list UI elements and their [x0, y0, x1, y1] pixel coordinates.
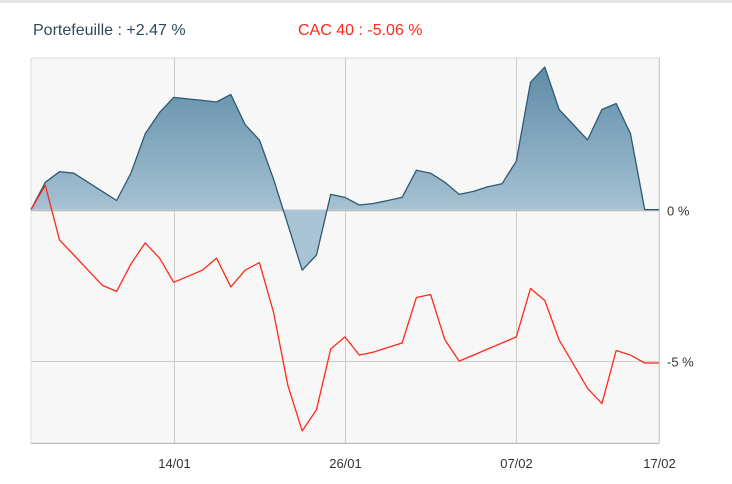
legend-benchmark-separator: :: [354, 22, 368, 39]
portfolio-area-positive: [31, 67, 645, 210]
x-tick-label: 07/02: [500, 456, 533, 471]
legend-benchmark-label: CAC 40: [298, 22, 355, 39]
legend-portfolio: Portefeuille : +2.47 %: [33, 22, 186, 40]
series-layer: [30, 66, 659, 432]
x-tick-label: 14/01: [158, 456, 191, 471]
x-tick-label: 17/02: [643, 456, 676, 471]
legend-portfolio-separator: :: [113, 22, 127, 39]
legend-benchmark: CAC 40 : -5.06 %: [298, 22, 423, 40]
legend-portfolio-value: +2.47 %: [126, 22, 186, 39]
y-tick-label: 0 %: [667, 204, 690, 219]
legend-benchmark-value: -5.06 %: [367, 22, 423, 39]
top-rule: [0, 0, 732, 3]
axis-layer: 14/01 26/01 07/02 17/02 0 % -5 %: [31, 204, 694, 471]
x-tick-label: 26/01: [329, 456, 362, 471]
portfolio-line: [30, 66, 659, 271]
benchmark-line: [30, 184, 659, 432]
y-tick-label: -5 %: [667, 355, 694, 370]
legend-portfolio-label: Portefeuille: [33, 22, 114, 39]
